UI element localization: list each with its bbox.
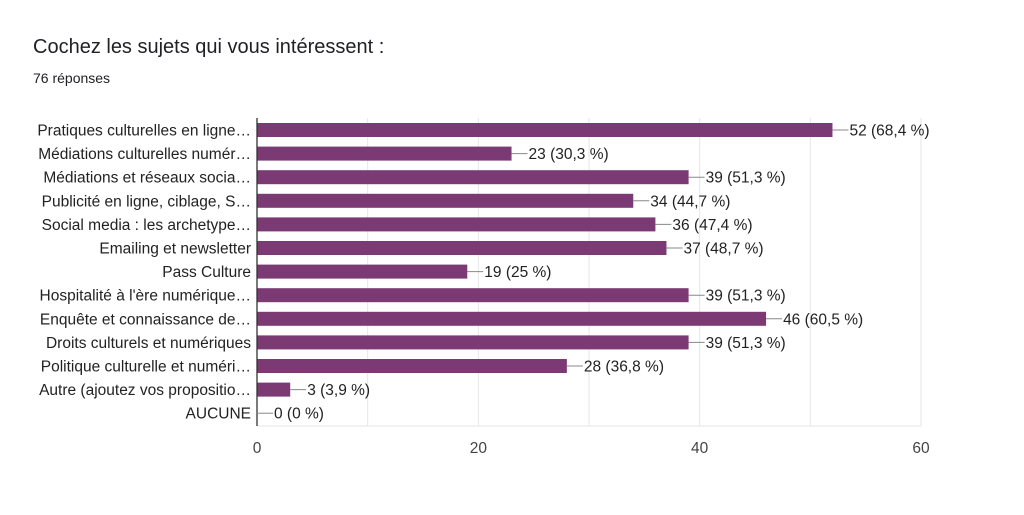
category-label: Politique culturelle et numéri… [41, 359, 251, 376]
x-tick-label: 0 [253, 440, 262, 457]
bar [257, 382, 291, 397]
bar [257, 193, 634, 208]
value-label: 19 (25 %) [484, 264, 551, 281]
value-label: 46 (60,5 %) [783, 311, 863, 328]
bar [257, 335, 689, 350]
axes: 0 20 40 60 [253, 118, 930, 457]
category-label: Pass Culture [162, 264, 251, 281]
category-label: Social media : les archetype… [42, 217, 251, 234]
category-label: AUCUNE [186, 406, 251, 423]
category-label: Enquête et connaissance de… [40, 311, 251, 328]
category-label: Emailing et newsletter [99, 241, 251, 258]
category-label: Médiations culturelles numér… [38, 146, 251, 163]
response-count: 76 réponses [33, 70, 111, 86]
category-label: Médiations et réseaux socia… [43, 170, 251, 187]
category-label: Droits culturels et numériques [46, 335, 251, 352]
bar [257, 359, 567, 373]
category-label: Publicité en ligne, ciblage, S… [42, 193, 251, 210]
value-label: 39 (51,3 %) [706, 335, 786, 352]
value-label: 37 (48,7 %) [683, 241, 763, 258]
value-label: 39 (51,3 %) [706, 288, 786, 305]
value-label: 3 (3,9 %) [307, 382, 370, 399]
value-label: 28 (36,8 %) [584, 359, 664, 376]
value-label: 52 (68,4 %) [849, 123, 929, 140]
bar [257, 241, 667, 255]
gridlines [256, 118, 922, 427]
bar [257, 217, 656, 232]
bar [257, 264, 468, 279]
labels: 52 (68,4 %) Pratiques culturelles en lign… [37, 123, 929, 423]
value-label: 39 (51,3 %) [706, 170, 786, 187]
value-label: 34 (44,7 %) [650, 193, 730, 210]
bar [257, 288, 689, 303]
bar [257, 170, 689, 185]
category-label: Hospitalité à l'ère numérique… [40, 288, 251, 305]
category-label: Pratiques culturelles en ligne… [37, 123, 251, 140]
chart-title: Cochez les sujets qui vous intéressent : [33, 36, 385, 58]
value-label: 0 (0 %) [274, 406, 324, 423]
value-label: 36 (47,4 %) [672, 217, 752, 234]
bars [257, 123, 833, 397]
x-tick-label: 60 [912, 440, 930, 457]
x-tick-label: 20 [470, 440, 488, 457]
bar [257, 311, 767, 326]
bar [257, 123, 833, 137]
category-label: Autre (ajoutez vos propositio… [39, 382, 251, 399]
bar [257, 146, 512, 161]
value-label: 23 (30,3 %) [529, 146, 609, 163]
x-tick-label: 40 [691, 440, 709, 457]
